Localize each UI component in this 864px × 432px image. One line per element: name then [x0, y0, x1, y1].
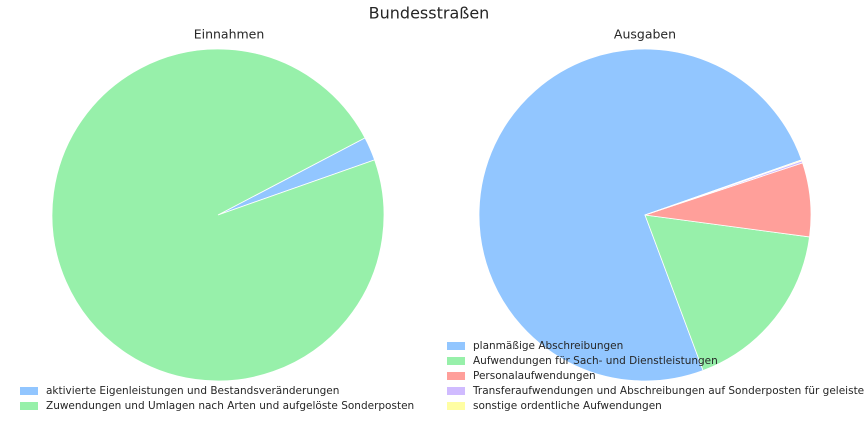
pie-slice — [51, 48, 385, 382]
pie-slice — [644, 214, 810, 372]
subplot-title: Ausgaben — [614, 27, 676, 42]
legend-label: Transferaufwendungen und Abschreibungen … — [472, 385, 864, 397]
legend-label: Zuwendungen und Umlagen nach Arten und a… — [46, 400, 414, 412]
legend-label: sonstige ordentliche Aufwendungen — [473, 400, 662, 412]
legend-swatch — [447, 372, 465, 380]
legend-label: aktivierte Eigenleistungen und Bestandsv… — [46, 385, 339, 397]
pie-slice — [644, 159, 803, 216]
legend-swatch — [447, 357, 465, 365]
legend-label: planmäßige Abschreibungen — [473, 340, 623, 352]
legend-swatch — [447, 342, 465, 350]
legend-label: Personalaufwendungen — [473, 370, 596, 382]
legend-swatch — [447, 387, 465, 395]
legend-swatch — [447, 402, 465, 410]
figure-title: Bundesstraßen — [369, 4, 490, 23]
pie-slice — [478, 48, 803, 382]
subplot-title: Einnahmen — [194, 27, 265, 42]
legend-label: Aufwendungen für Sach- und Dienstleistun… — [473, 355, 718, 367]
legend-swatch — [20, 402, 38, 410]
legend-swatch — [20, 387, 38, 395]
